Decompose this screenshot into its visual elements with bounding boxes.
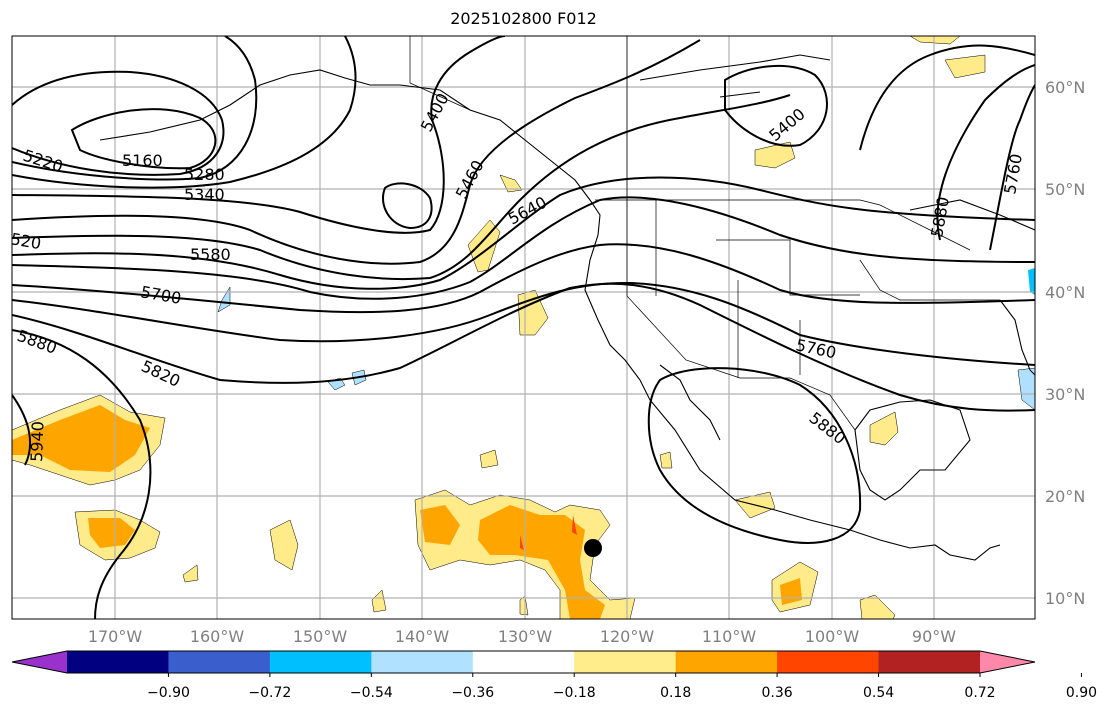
colorbar-extend-max	[980, 651, 1035, 673]
colorbar-tick-label: −0.72	[248, 685, 291, 701]
contour-label: 5940	[27, 421, 47, 462]
contour-label: 5280	[184, 165, 225, 184]
colorbar-segment	[777, 651, 880, 673]
colorbar-segment	[574, 651, 677, 673]
colorbar-segment	[67, 651, 169, 673]
colorbar-segment	[371, 651, 474, 673]
colorbar-outline	[11, 650, 1036, 674]
colorbar-extend-min	[12, 651, 67, 673]
lon-label: 150°W	[293, 627, 348, 646]
location-marker	[584, 539, 602, 557]
contour-label: 520	[9, 229, 42, 253]
contour-label: 5160	[122, 151, 163, 170]
map-panel: 5220 5160 5280 5340 5400 5460 520 5580 5…	[9, 36, 1035, 619]
contour-label: 5340	[184, 185, 225, 204]
colorbar-tick-label: −0.90	[147, 685, 190, 701]
colorbar-segment	[168, 651, 271, 673]
graticule	[12, 36, 1035, 619]
colorbar-tick-label: 0.18	[660, 685, 691, 701]
colorbar-segment	[269, 651, 372, 673]
lat-label: 20°N	[1045, 487, 1085, 506]
lat-label: 10°N	[1045, 589, 1085, 608]
lat-label: 60°N	[1045, 78, 1085, 97]
colorbar-tick-label: 0.54	[863, 685, 894, 701]
colorbar-segment	[675, 651, 778, 673]
lon-label: 120°W	[600, 627, 655, 646]
map-frame	[11, 35, 1036, 620]
longitude-labels: 170°W 160°W 150°W 140°W 130°W 120°W 110°…	[88, 627, 956, 646]
colorbar-tick-label: −0.18	[553, 685, 596, 701]
colorbar: −0.90 −0.72 −0.54 −0.36 −0.18 0.18 0.36 0.54 0.7…	[11, 650, 1097, 701]
lon-label: 160°W	[190, 627, 245, 646]
colorbar-segment	[472, 651, 575, 673]
colorbar-tick-label: 0.36	[762, 685, 793, 701]
colorbar-tick-label: 0.90	[1066, 685, 1097, 701]
lon-label: 100°W	[805, 627, 860, 646]
lon-label: 140°W	[395, 627, 450, 646]
lat-label: 50°N	[1045, 180, 1085, 199]
lon-label: 130°W	[498, 627, 553, 646]
lon-label: 90°W	[912, 627, 956, 646]
lon-label: 170°W	[88, 627, 143, 646]
height-contours	[12, 36, 1035, 619]
colorbar-tick-label: −0.36	[451, 685, 494, 701]
lon-label: 110°W	[702, 627, 757, 646]
lat-label: 30°N	[1045, 385, 1085, 404]
contour-label: 5580	[190, 245, 231, 264]
colorbar-tick-label: 0.72	[964, 685, 995, 701]
latitude-labels: 60°N 50°N 40°N 30°N 20°N 10°N	[1045, 78, 1085, 608]
colorbar-segment	[878, 651, 981, 673]
colorbar-tick-label: −0.54	[350, 685, 393, 701]
map-title: 2025102800 F012	[450, 9, 597, 28]
lat-label: 40°N	[1045, 283, 1085, 302]
